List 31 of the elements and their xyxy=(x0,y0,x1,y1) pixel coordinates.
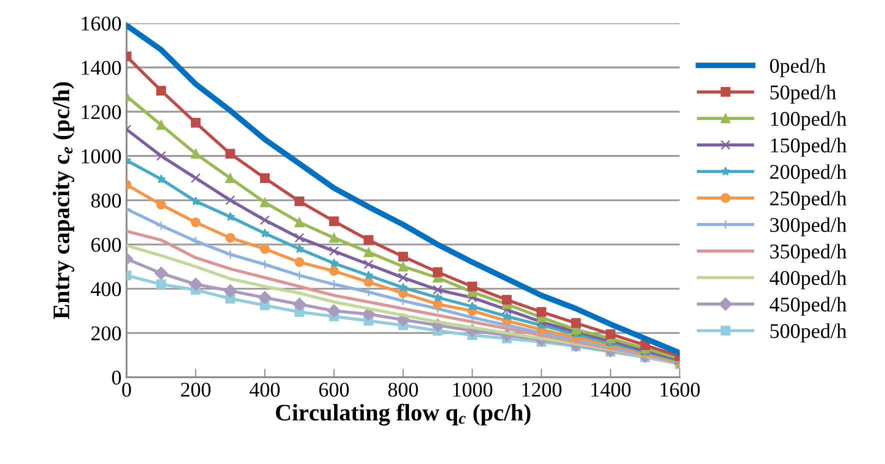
legend-label: 150ped/h xyxy=(771,138,847,157)
x-tick-label: 200 xyxy=(180,382,211,397)
x-axis-title: Circulating flow q$_{c}$ (pc/h) xyxy=(276,404,530,426)
y-tick-label: 400 xyxy=(90,282,121,296)
legend-label: 250ped/h xyxy=(770,190,847,210)
legend-label: 350ped/h xyxy=(770,244,847,263)
x-tick-label: 1200 xyxy=(522,382,562,397)
y-tick-label: 600 xyxy=(91,238,121,252)
x-tick-label: 600 xyxy=(319,382,349,397)
legend-label: 0ped/h xyxy=(770,58,826,78)
legend-label: 450ped/h xyxy=(770,296,847,316)
legend-label: 500ped/h xyxy=(770,323,847,342)
y-axis-title: Entry capacity c$_{e}$ (pc/h) xyxy=(52,82,74,320)
x-tick-label: 1400 xyxy=(592,382,631,397)
y-tick-label: 0 xyxy=(112,370,121,385)
legend-label: 300ped/h xyxy=(770,217,847,236)
legend-label: 100ped/h xyxy=(771,111,847,130)
y-tick-label: 200 xyxy=(91,326,121,340)
y-tick-label: 1600 xyxy=(82,16,121,31)
x-tick-label: 1600 xyxy=(660,382,700,397)
y-tick-label: 1400 xyxy=(82,60,121,75)
y-tick-label: 1000 xyxy=(82,149,121,164)
x-tick-label: 400 xyxy=(250,382,280,397)
x-tick-label: 800 xyxy=(388,382,418,397)
y-tick-label: 800 xyxy=(91,194,121,208)
y-tick-label: 1200 xyxy=(82,105,121,120)
legend-label: 50ped/h xyxy=(770,84,836,104)
x-tick-label: 1000 xyxy=(453,382,492,397)
x-tick-label: 0 xyxy=(122,382,131,397)
legend-label: 400ped/h xyxy=(770,270,847,290)
legend-label: 200ped/h xyxy=(770,164,847,184)
